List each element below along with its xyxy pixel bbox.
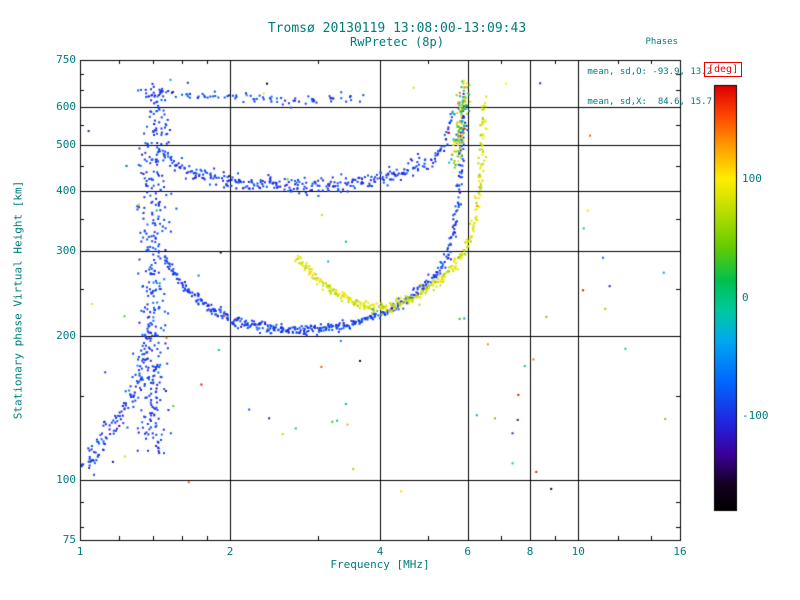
x-tick-label: 8 (526, 545, 534, 558)
y-tick-label: 600 (56, 99, 76, 113)
phase-stats-block: Phases mean, sd,O: -93.9, 13.2 mean, sd,… (587, 17, 712, 127)
x-tick-label: 4 (376, 545, 384, 558)
y-tick-label: 200 (56, 328, 76, 342)
phase-stats-x-line: mean, sd,X: 84.6, 15.7 (587, 97, 712, 107)
plot-title: Tromsø 20130119 13:08:00-13:09:43 (267, 21, 527, 36)
y-tick-label: 100 (56, 473, 76, 487)
x-tick-label: 1 (76, 545, 84, 558)
colorbar-unit-label: [deg] (704, 62, 743, 77)
x-tick-label: 10 (571, 545, 585, 558)
y-tick-label: 500 (56, 137, 76, 151)
x-tick-label: 16 (673, 545, 687, 558)
x-tick-label: 2 (226, 545, 234, 558)
y-axis-label: Stationary phase Virtual Height [km] (11, 180, 25, 420)
phase-stats-header: Phases (645, 37, 678, 47)
phase-stats-o-line: mean, sd,O: -93.9, 13.2 (587, 67, 712, 77)
y-tick-label: 400 (56, 184, 76, 198)
x-tick-label: 6 (464, 545, 472, 558)
y-tick-label: 750 (56, 53, 76, 66)
colorbar-tick-label: 0 (742, 290, 749, 304)
plot-subtitle: RwPretec (8p) (350, 35, 444, 49)
x-axis-label: Frequency [MHz] (330, 558, 430, 571)
colorbar-tick-label: 100 (742, 172, 762, 186)
y-tick-label: 300 (56, 244, 76, 257)
y-tick-label: 75 (62, 533, 76, 546)
colorbar-tick-label: -100 (742, 408, 769, 422)
